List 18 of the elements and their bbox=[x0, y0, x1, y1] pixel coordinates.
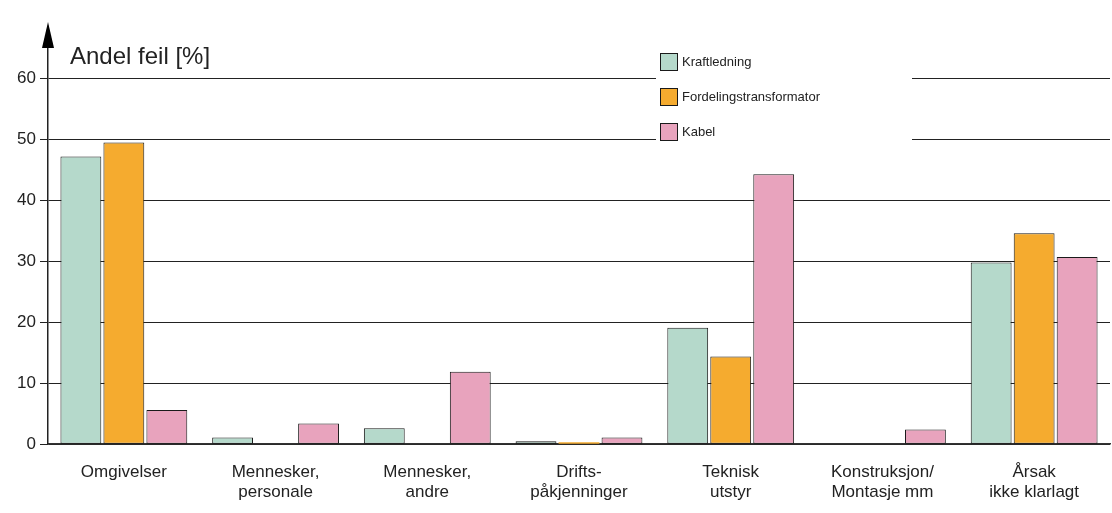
y-tick-label: 40 bbox=[17, 190, 36, 210]
y-axis-title: Andel feil [%] bbox=[70, 42, 211, 69]
x-tick-label: Teknisk utstyr bbox=[702, 462, 760, 502]
y-tick-label: 0 bbox=[26, 433, 36, 453]
x-tick-label: Omgivelser bbox=[80, 462, 168, 482]
x-tick-label: Mennesker, personale bbox=[231, 462, 320, 502]
x-tick-label: Drifts- påkjenninger bbox=[530, 462, 629, 502]
x-tick-label: Mennesker, andre bbox=[383, 462, 472, 502]
y-tick-label: 20 bbox=[17, 311, 36, 331]
x-tick-label: Konstruksjon/ Montasje mm bbox=[830, 462, 935, 502]
legend-label: Fordelingstransformator bbox=[682, 89, 820, 104]
y-tick-label: 10 bbox=[17, 372, 36, 392]
y-tick-label: 30 bbox=[17, 251, 36, 271]
y-tick-label: 60 bbox=[17, 68, 36, 88]
legend-label: Kraftledning bbox=[682, 54, 752, 69]
x-tick-label: Årsak ikke klarlagt bbox=[989, 462, 1080, 502]
y-tick-label: 50 bbox=[17, 129, 36, 149]
legend-label: Kabel bbox=[682, 124, 716, 139]
